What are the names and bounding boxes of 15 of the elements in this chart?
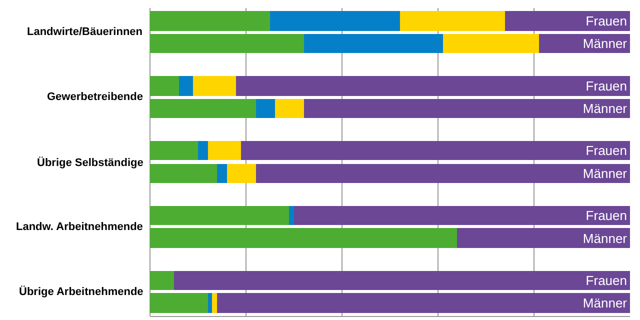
text: Übrige Selbständige: [37, 156, 144, 169]
y-tick-label: Frauen: [586, 272, 627, 288]
text: Übrige Arbeitnehmende: [19, 285, 144, 298]
y-tick-label: Frauen: [586, 78, 627, 94]
y-tick-label: Männer: [582, 36, 628, 52]
text: Landw. Arbeitnehmende: [16, 221, 143, 233]
y-tick-label: Männer: [582, 296, 628, 311]
y-tick-label: Frauen: [586, 143, 627, 158]
y-tick-label: Männer: [582, 166, 628, 181]
y-tick-label: Männer: [582, 230, 628, 246]
y-tick-label: Frauen: [586, 14, 627, 29]
text: Gewerbetreibende: [47, 91, 143, 103]
text: Landwirte/Bäuerinnen: [27, 26, 143, 38]
y-tick-label: Männer: [582, 101, 628, 116]
y-tick-label: Frauen: [586, 208, 627, 224]
